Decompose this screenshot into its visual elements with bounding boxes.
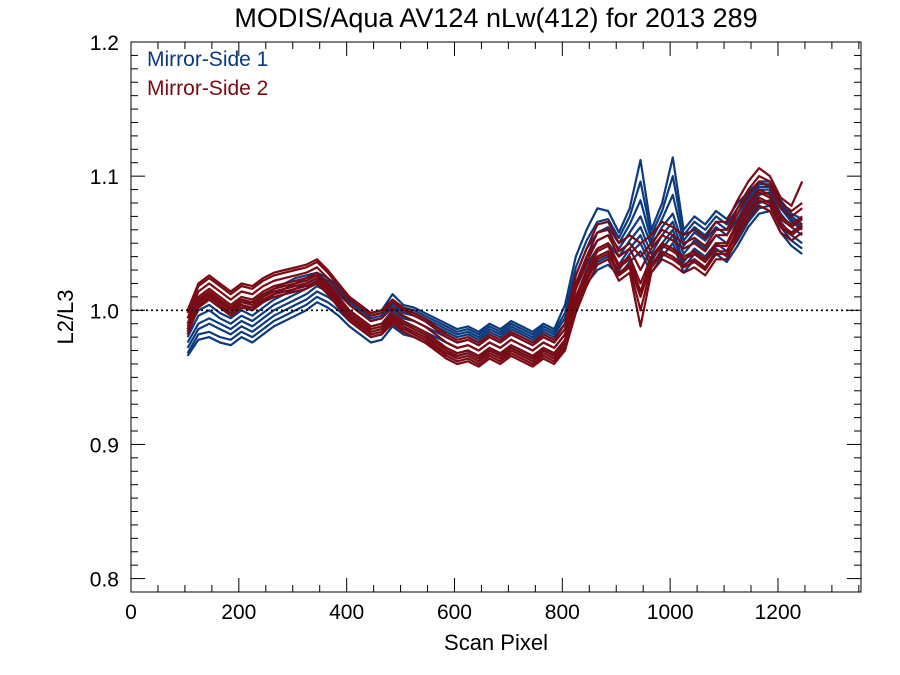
x-tick-label: 1200 (755, 601, 802, 624)
y-tick-label: 1.2 (90, 32, 119, 55)
tick-labels: 0 200 400 600 800 1000 1200 0.8 0.9 1.0 1.1 1.2 (90, 32, 802, 624)
series-line-13 (186, 204, 803, 368)
x-tick-label: 400 (329, 601, 364, 624)
series-line-15 (186, 191, 803, 360)
plot-frame (130, 41, 862, 593)
x-tick-label: 600 (437, 601, 472, 624)
plot-lines (186, 156, 804, 368)
y-tick-label: 0.8 (90, 569, 119, 592)
y-axis-label: L2/L3 (53, 289, 78, 344)
series-line-5 (186, 185, 803, 339)
y-tick-label: 0.9 (90, 434, 119, 457)
x-tick-label: 1000 (647, 601, 694, 624)
x-axis-label: Scan Pixel (444, 630, 548, 655)
series-line-14 (186, 167, 804, 344)
series-line-8 (186, 156, 803, 333)
y-tick-label: 1.1 (90, 166, 119, 189)
series-line-9 (186, 188, 803, 357)
series-line-6 (186, 175, 803, 336)
x-tick-label: 200 (221, 601, 256, 624)
chart-title: MODIS/Aqua AV124 nLw(412) for 2013 289 (234, 3, 757, 33)
x-tick-label: 800 (545, 601, 580, 624)
y-tick-label: 1.0 (90, 300, 119, 323)
series-line-16 (186, 199, 803, 366)
series-line-11 (186, 196, 803, 363)
x-tick-label: 0 (125, 601, 137, 624)
axis-ticks (130, 41, 861, 593)
series-line-4 (186, 188, 803, 341)
series-line-10 (186, 180, 803, 352)
series-line-12 (186, 175, 803, 347)
legend-mirror-side-2: Mirror-Side 2 (147, 77, 268, 100)
legend-mirror-side-1: Mirror-Side 1 (147, 48, 268, 71)
